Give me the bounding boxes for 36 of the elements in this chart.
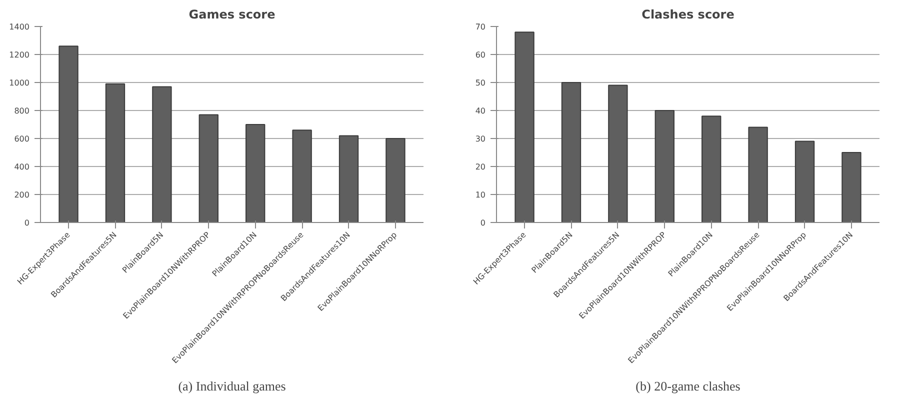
- y-tick-label: 1400: [9, 22, 30, 32]
- y-tick-label: 10: [475, 190, 486, 200]
- chart-title: Clashes score: [642, 8, 734, 22]
- bar: [702, 116, 722, 222]
- text: (a) Individual games: [178, 378, 286, 394]
- y-tick-label: 40: [475, 106, 486, 116]
- bar: [152, 86, 172, 222]
- bar: [246, 124, 266, 222]
- bar: [842, 152, 862, 222]
- bar: [198, 114, 218, 222]
- y-tick-label: 400: [14, 162, 30, 172]
- y-tick-label: 0: [24, 218, 30, 228]
- bar: [58, 46, 78, 222]
- chart-title: Games score: [188, 8, 276, 22]
- bar: [561, 82, 582, 222]
- y-tick-label: 30: [475, 134, 486, 144]
- y-tick-label: 1000: [9, 78, 30, 88]
- bar: [608, 84, 628, 222]
- bar: [292, 130, 312, 222]
- y-tick-label: 60: [475, 50, 486, 60]
- bar: [338, 135, 359, 222]
- bar: [514, 32, 534, 222]
- bar: [794, 140, 815, 222]
- y-tick-label: 1200: [9, 50, 30, 60]
- y-tick-label: 800: [14, 106, 30, 116]
- y-tick-label: 0: [480, 218, 486, 228]
- bar: [386, 138, 406, 222]
- y-tick-label: 50: [475, 78, 486, 88]
- y-tick-label: 200: [14, 190, 30, 200]
- text: (b) 20-game clashes: [636, 378, 740, 394]
- y-tick-label: 70: [475, 22, 486, 32]
- bar: [654, 110, 674, 222]
- bar: [748, 126, 768, 222]
- y-tick-label: 600: [14, 134, 30, 144]
- y-tick-label: 20: [475, 162, 486, 172]
- bar: [105, 83, 126, 222]
